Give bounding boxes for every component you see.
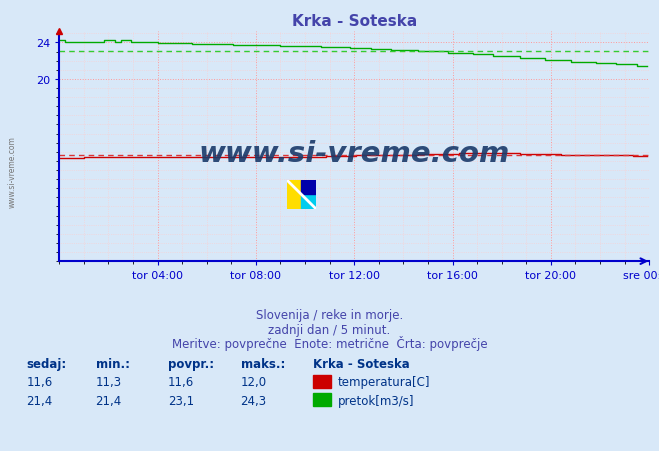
Text: 12,0: 12,0 [241,376,267,389]
Text: 24,3: 24,3 [241,394,267,407]
Text: 21,4: 21,4 [26,394,53,407]
Bar [302,180,316,195]
Bar [287,180,302,210]
Text: www.si-vreme.com: www.si-vreme.com [198,139,510,167]
Text: Slovenija / reke in morje.: Slovenija / reke in morje. [256,308,403,321]
Text: maks.:: maks.: [241,358,285,371]
Text: Krka - Soteska: Krka - Soteska [313,358,410,371]
Text: povpr.:: povpr.: [168,358,214,371]
Text: 23,1: 23,1 [168,394,194,407]
Text: min.:: min.: [96,358,130,371]
Text: 11,6: 11,6 [168,376,194,389]
Text: Meritve: povprečne  Enote: metrične  Črta: povprečje: Meritve: povprečne Enote: metrične Črta:… [172,336,487,351]
Text: pretok[m3/s]: pretok[m3/s] [338,394,415,407]
Text: 21,4: 21,4 [96,394,122,407]
Text: 11,3: 11,3 [96,376,122,389]
Text: 11,6: 11,6 [26,376,53,389]
Text: sedaj:: sedaj: [26,358,67,371]
Text: temperatura[C]: temperatura[C] [338,376,430,389]
Bar [302,195,316,210]
Text: zadnji dan / 5 minut.: zadnji dan / 5 minut. [268,323,391,336]
Title: Krka - Soteska: Krka - Soteska [291,14,417,29]
Text: www.si-vreme.com: www.si-vreme.com [8,135,17,207]
